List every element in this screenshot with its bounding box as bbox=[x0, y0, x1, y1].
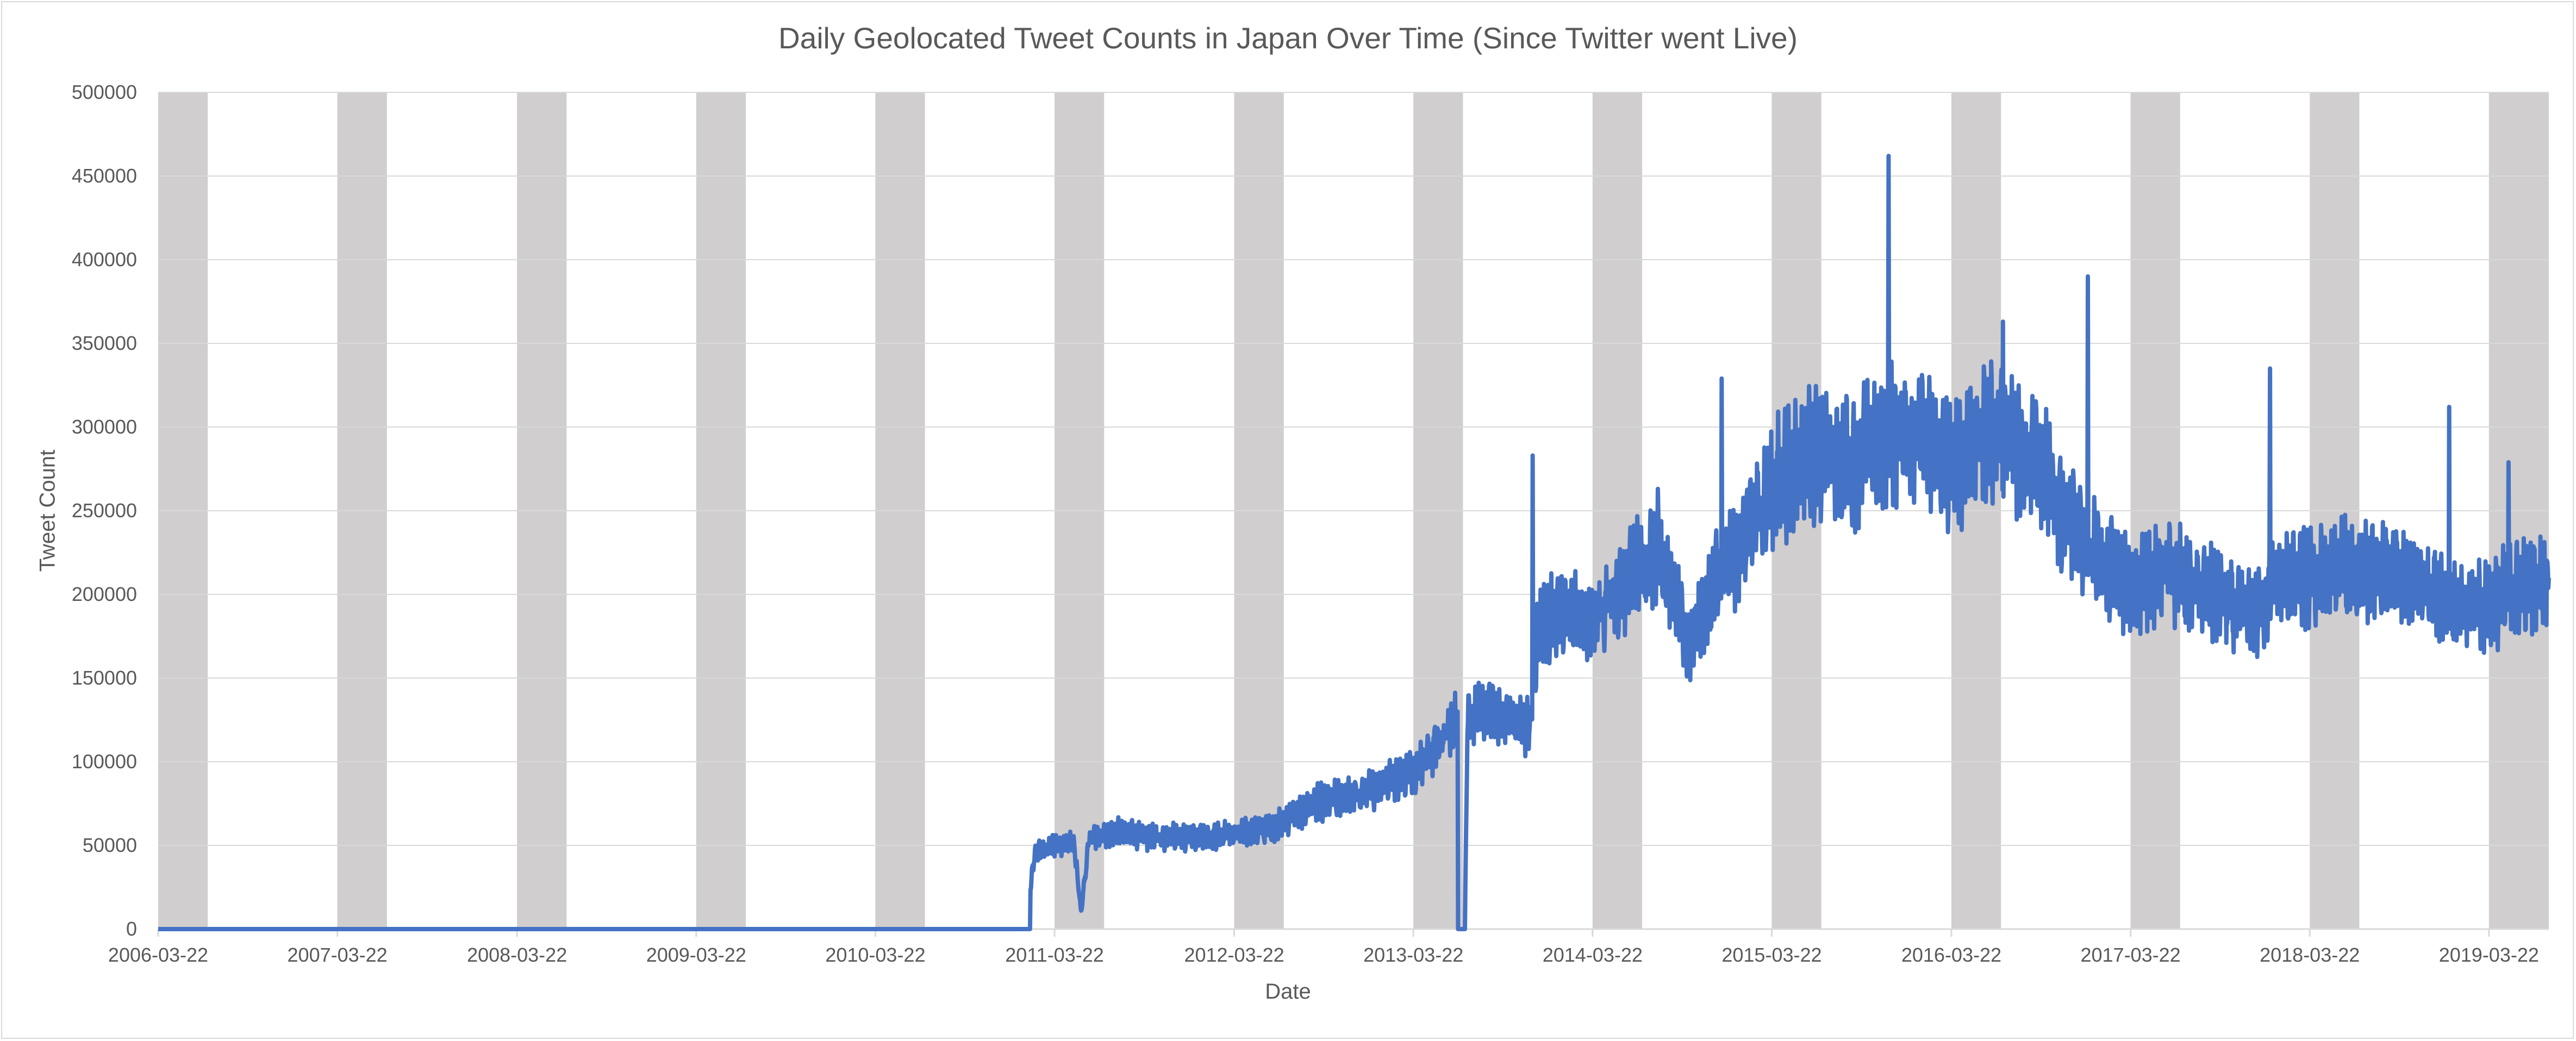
x-tick-label: 2012-03-22 bbox=[1184, 944, 1284, 966]
x-axis-title: Date bbox=[1265, 980, 1311, 1004]
y-axis-ticks: 0 50000 100000 150000 200000 250000 300000 3500… bbox=[72, 81, 137, 940]
grid-lines bbox=[158, 92, 2549, 846]
x-tick-label: 2008-03-22 bbox=[467, 944, 567, 966]
y-tick-label: 250000 bbox=[72, 499, 137, 522]
x-axis-ticks: 2006-03-22 2007-03-22 2008-03-22 2009-03-22… bbox=[108, 929, 2539, 966]
x-tick-label: 2011-03-22 bbox=[1005, 944, 1103, 966]
x-tick-label: 2013-03-22 bbox=[1363, 944, 1463, 966]
x-tick-label: 2015-03-22 bbox=[1722, 944, 1822, 966]
y-tick-label: 100000 bbox=[72, 750, 137, 773]
y-tick-label: 400000 bbox=[72, 248, 137, 271]
x-tick-label: 2017-03-22 bbox=[2080, 944, 2180, 966]
y-tick-label: 0 bbox=[126, 918, 137, 940]
y-tick-label: 50000 bbox=[83, 834, 137, 856]
y-tick-label: 500000 bbox=[72, 81, 137, 103]
x-tick-label: 2018-03-22 bbox=[2260, 944, 2360, 966]
series-line-tweet-count bbox=[156, 154, 2551, 931]
y-tick-label: 200000 bbox=[72, 583, 137, 605]
chart-title: Daily Geolocated Tweet Counts in Japan O… bbox=[778, 21, 1798, 55]
x-tick-label: 2016-03-22 bbox=[1901, 944, 2001, 966]
x-tick-label: 2009-03-22 bbox=[646, 944, 746, 966]
x-tick-label: 2019-03-22 bbox=[2439, 944, 2539, 966]
y-tick-label: 150000 bbox=[72, 667, 137, 689]
y-tick-label: 300000 bbox=[72, 416, 137, 438]
x-tick-label: 2007-03-22 bbox=[288, 944, 388, 966]
y-tick-label: 450000 bbox=[72, 165, 137, 187]
x-tick-label: 2006-03-22 bbox=[108, 944, 208, 966]
y-tick-label: 350000 bbox=[72, 332, 137, 354]
x-tick-label: 2010-03-22 bbox=[825, 944, 925, 966]
x-tick-label: 2014-03-22 bbox=[1543, 944, 1643, 966]
series-layer bbox=[156, 154, 2551, 931]
